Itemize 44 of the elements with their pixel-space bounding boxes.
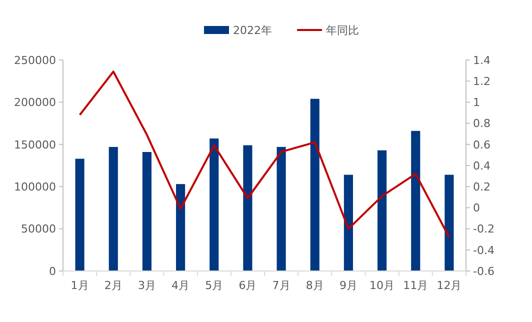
y2-tick-label: 0.8 [473, 117, 490, 130]
x-tick-label: 11月 [403, 279, 428, 292]
bar [310, 98, 320, 271]
y2-tick-label: 1.2 [473, 74, 490, 88]
bar [75, 158, 84, 271]
x-tick-label: 6月 [238, 279, 257, 292]
x-tick-label: 9月 [339, 279, 358, 292]
bar [210, 138, 219, 271]
y-tick-label: 0 [49, 264, 56, 278]
bar [344, 174, 353, 271]
bar [444, 174, 454, 271]
y2-tick-label: 1.4 [473, 54, 490, 67]
y2-tick-label: 0.4 [473, 159, 490, 172]
y-tick-label: 200000 [14, 96, 56, 110]
bar [276, 146, 286, 271]
y2-tick-label: -0.4 [473, 244, 494, 257]
x-tick-label: 1月 [70, 279, 89, 292]
x-tick-label: 8月 [306, 279, 324, 292]
y-tick-label: 150000 [14, 138, 56, 152]
legend-label: 年同比 [326, 24, 359, 37]
legend-label: 2022年 [233, 24, 272, 37]
bar [142, 152, 152, 271]
x-tick-label: 10月 [370, 279, 395, 292]
y2-tick-label: 0.6 [473, 138, 490, 152]
bar [176, 184, 186, 271]
y-tick-label: 100000 [14, 180, 56, 194]
x-tick-label: 12月 [436, 279, 462, 292]
bar [108, 146, 118, 271]
y2-tick-label: 0 [473, 202, 480, 215]
x-tick-label: 7月 [272, 279, 290, 292]
bar [378, 150, 387, 271]
line-series [78, 70, 450, 238]
x-tick-label: 5月 [205, 279, 224, 292]
y2-tick-label: -0.2 [473, 222, 494, 236]
y-tick-label: 50000 [21, 222, 56, 236]
y2-tick-label: 1 [473, 96, 480, 110]
y2-tick-label: 0.2 [473, 180, 490, 194]
x-tick-label: 4月 [172, 279, 190, 292]
x-tick-label: 2月 [104, 279, 122, 292]
y2-tick-label: -0.6 [473, 264, 494, 278]
bar [243, 145, 252, 271]
x-tick-label: 3月 [138, 279, 156, 292]
y-tick-label: 250000 [14, 54, 56, 67]
bar [411, 130, 420, 271]
